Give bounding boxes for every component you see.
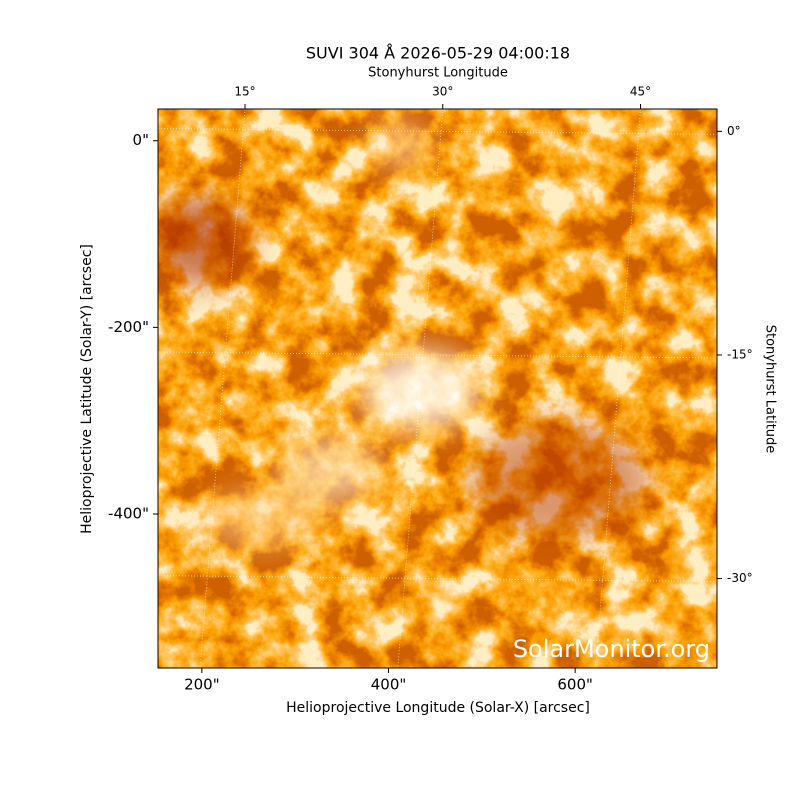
chart-title: SUVI 304 Å 2026-05-29 04:00:18 [306,44,570,63]
x-tick-label: 400" [371,676,407,694]
plot-frame [157,108,718,669]
y-axis-label: Helioprojective Latitude (Solar-Y) [arcs… [79,244,95,534]
x2-tick-label: 15° [234,85,255,99]
y-tick-label: -200" [108,318,149,336]
grid-line [595,109,641,668]
grid-line [158,351,717,359]
grid-line [158,575,717,582]
y2-tick-label: -15° [727,347,753,361]
x2-tick-label: 30° [432,85,453,99]
x-axis-label: Helioprojective Longitude (Solar-X) [arc… [286,700,590,716]
x-tick-label: 600" [557,676,593,694]
x2-tick-label: 45° [630,85,651,99]
image-features [158,120,650,550]
grid [158,109,717,668]
y2-tick-label: 0° [727,124,741,138]
grid-line [397,109,444,668]
x-tick-label: 200" [184,676,220,694]
grid-line [158,127,717,135]
x2-axis-label: Stonyhurst Longitude [368,66,508,81]
y2-tick-label: -30° [727,571,753,585]
y-tick-label: -400" [108,505,149,523]
y-tick-label: 0" [133,131,149,149]
grid-line [199,109,246,668]
solar-image [158,109,717,668]
y2-axis-label: Stonyhurst Latitude [763,325,778,454]
watermark: SolarMonitor.org [513,635,710,663]
